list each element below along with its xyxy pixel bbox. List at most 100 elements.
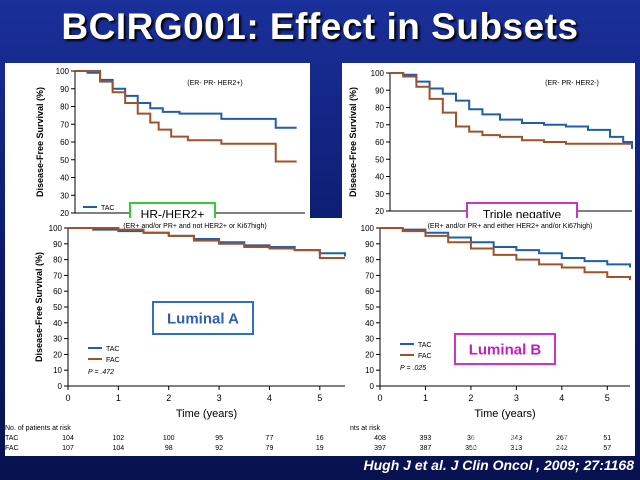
x-tick-label: 5 (317, 393, 322, 403)
risk-cell: 36 (467, 435, 475, 442)
legend-label-fac: FAC (418, 353, 432, 360)
series-line-fac (75, 70, 297, 163)
y-tick-label: 40 (375, 173, 384, 182)
watermark: DXY.COM (470, 428, 594, 455)
y-tick-label: 70 (60, 120, 69, 129)
x-tick-label: 4 (267, 393, 272, 403)
y-tick-label: 20 (365, 350, 374, 359)
subset-label-box (152, 301, 254, 335)
risk-cell: 77 (266, 435, 274, 442)
y-tick-label: 20 (60, 209, 69, 218)
series-line-tac (68, 227, 346, 257)
chart-subtitle: (ER+ and/or PR+ and not HER2+ or Ki67hig… (123, 223, 266, 230)
y-tick-label: 30 (375, 190, 384, 199)
y-tick-label: 90 (60, 85, 69, 94)
risk-cell: 104 (62, 435, 74, 442)
y-tick-label: 70 (365, 271, 374, 280)
y-tick-label: 30 (365, 335, 374, 344)
y-tick-label: 50 (365, 303, 374, 312)
x-tick-label: 0 (65, 393, 70, 403)
x-tick-label: 4 (559, 393, 564, 403)
chart-subtitle: (ER+ and/or PR+ and either HER2+ and/or … (428, 223, 593, 230)
y-tick-label: 40 (60, 174, 69, 183)
y-tick-label: 0 (58, 382, 63, 391)
series-line-tac (390, 72, 633, 149)
risk-cell: 107 (62, 445, 74, 452)
slide-title: BCIRG001: Effect in Subsets (61, 6, 579, 47)
risk-row-label: TAC (5, 435, 18, 442)
citation: Hugh J et al. J Clin Oncol , 2009; 27:11… (363, 457, 634, 473)
risk-cell: 16 (316, 435, 324, 442)
x-axis-title: Time (years) (474, 408, 535, 420)
y-tick-label: 100 (371, 69, 385, 78)
panel-triple-negative: 20 30 40 50 60 70 80 90 100 Disease-Free Survival… (342, 63, 635, 223)
x-tick-label: 1 (116, 393, 121, 403)
y-tick-label: 70 (53, 271, 62, 280)
p-value: P = .025 (400, 365, 426, 372)
series-line-fac (380, 227, 631, 281)
y-tick-label: 100 (361, 224, 375, 233)
y-tick-label: 60 (365, 287, 374, 296)
risk-cell: 92 (215, 445, 223, 452)
y-axis-title: Disease-Free Survival (%) (348, 87, 358, 197)
chart-hr-her2pos: 20 30 40 50 60 70 80 90 100 Disease-Free Survival… (35, 67, 305, 223)
y-tick-label: 90 (53, 240, 62, 249)
subset-label-box (454, 333, 556, 365)
risk-cell: 95 (215, 435, 223, 442)
p-value: P = .472 (88, 369, 114, 376)
risk-cell: 313 (511, 445, 523, 452)
legend-label-tac: TAC (418, 342, 431, 349)
subset-label: Luminal A (167, 310, 239, 327)
x-tick-label: 3 (514, 393, 519, 403)
y-tick-label: 80 (53, 256, 62, 265)
y-tick-label: 50 (60, 156, 69, 165)
risk-cell: 19 (316, 445, 324, 452)
chart-subtitle: (ER- PR- HER2+) (187, 80, 242, 87)
series-line-tac (75, 70, 297, 129)
risk-table-header: No. of patients at risk (5, 425, 71, 432)
y-tick-label: 0 (370, 382, 375, 391)
series-line-fac (68, 227, 345, 260)
y-tick-label: 60 (53, 287, 62, 296)
subset-label: HR-/HER2+ (141, 207, 205, 221)
x-tick-label: 2 (468, 393, 473, 403)
risk-cell: 57 (603, 445, 611, 452)
x-tick-label: 0 (377, 393, 382, 403)
chart-subtitle: (ER- PR- HER2-) (545, 80, 599, 87)
risk-cell: 267 (556, 435, 568, 442)
y-tick-label: 80 (375, 104, 384, 113)
y-tick-label: 80 (365, 256, 374, 265)
risk-table-header: nts at risk (350, 425, 380, 432)
y-tick-label: 40 (53, 319, 62, 328)
chart-luminal-a: 0 10 20 30 40 50 60 70 80 90 100 0 1 2 3 4 5 Time (years)… (5, 223, 346, 452)
y-tick-label: 10 (53, 366, 62, 375)
series-line-tac (380, 227, 631, 268)
risk-cell: 102 (113, 435, 125, 442)
y-tick-label: 20 (375, 207, 384, 216)
y-tick-label: 30 (53, 335, 62, 344)
x-axis-title: Time (years) (176, 408, 237, 420)
legend-label-tac: TAC (106, 346, 119, 353)
risk-cell: 387 (420, 445, 432, 452)
y-tick-label: 100 (49, 224, 63, 233)
risk-cell: 79 (266, 445, 274, 452)
risk-cell: 408 (374, 435, 386, 442)
chart-triple-negative: 20 30 40 50 60 70 80 90 100 Disease-Free Survival… (348, 69, 633, 223)
y-tick-label: 40 (365, 319, 374, 328)
risk-cell: 98 (165, 445, 173, 452)
y-tick-label: 60 (60, 138, 69, 147)
subset-label: Luminal B (469, 341, 542, 358)
subset-label: Triple negative (483, 207, 562, 221)
panel-luminal-b: 0 10 20 30 40 50 60 70 80 90 100 0 1 2 3 4 5 Time (years)… (350, 218, 635, 456)
chart-luminal-b: 0 10 20 30 40 50 60 70 80 90 100 0 1 2 3 4 5 Time (years)… (350, 223, 631, 452)
y-tick-label: 50 (375, 155, 384, 164)
risk-cell: 242 (556, 445, 568, 452)
panel-hr-her2pos: 20 30 40 50 60 70 80 90 100 Disease-Free Survival… (5, 63, 310, 223)
legend-label-fac: FAC (106, 357, 120, 364)
y-tick-label: 80 (60, 103, 69, 112)
y-tick-label: 50 (53, 303, 62, 312)
panel-luminal-a: 0 10 20 30 40 50 60 70 80 90 100 0 1 2 3 4 5 Time (years)… (5, 218, 350, 456)
y-tick-label: 20 (53, 350, 62, 359)
y-axis-title: Disease-Free Survival (%) (35, 87, 45, 197)
series-line-fac (390, 72, 632, 145)
